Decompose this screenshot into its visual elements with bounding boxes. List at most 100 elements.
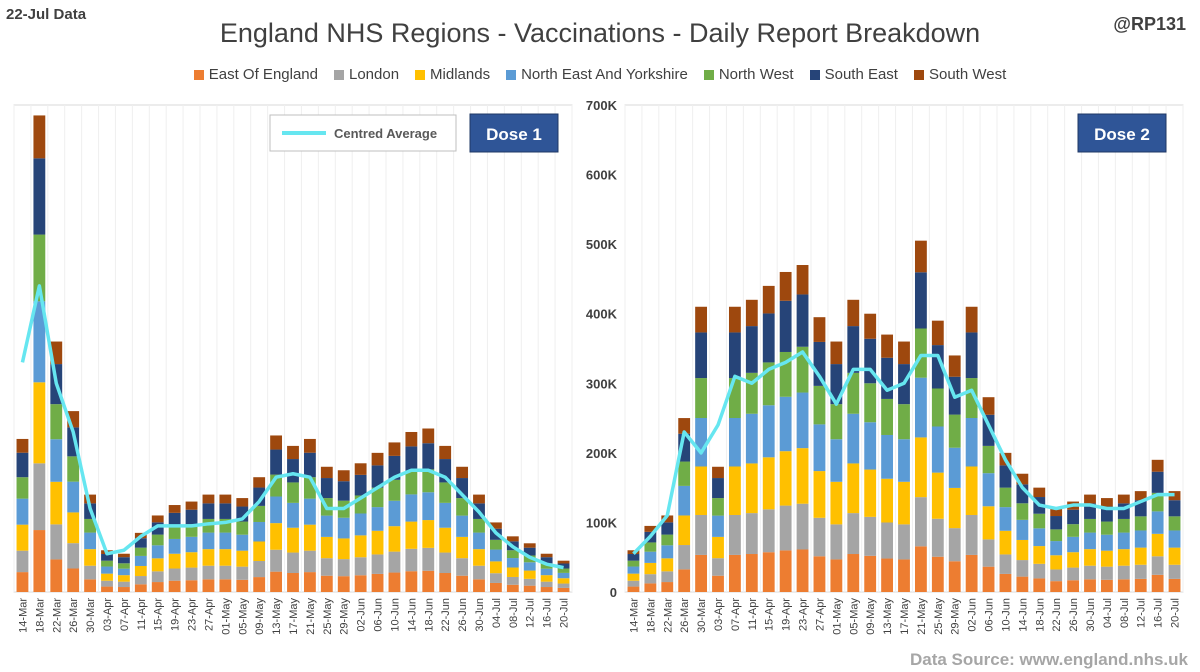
bar-segment-london — [1084, 565, 1096, 580]
bar-segment-north-east-and-yorkshire — [762, 405, 775, 458]
bar-segment-south-east — [168, 512, 181, 527]
bar-segment-east-of-england — [489, 582, 502, 592]
bar-segment-london — [219, 565, 232, 580]
bar-segment-north-east-and-yorkshire — [661, 545, 674, 559]
bar-segment-east-of-england — [678, 569, 691, 592]
bar-segment-north-east-and-yorkshire — [219, 532, 232, 550]
bar-segment-north-east-and-yorkshire — [337, 517, 350, 539]
bar-segment-north-east-and-yorkshire — [678, 485, 691, 516]
bar-segment-south-east — [134, 538, 147, 548]
bar-segment-north-east-and-yorkshire — [473, 532, 485, 550]
bar-segment-north-west — [1084, 518, 1096, 533]
bar-segment-south-west — [1016, 473, 1029, 485]
bar-segment-south-west — [830, 341, 843, 365]
x-tick-label: 01-May — [831, 598, 843, 635]
x-tick-label: 03-Apr — [713, 598, 725, 631]
x-tick-label: 21-May — [916, 598, 928, 635]
bar-segment-south-east — [1168, 500, 1181, 517]
bar-segment-london — [168, 568, 181, 581]
bar-segment-london — [779, 505, 792, 551]
bar-segment-north-east-and-yorkshire — [134, 555, 147, 566]
bar-segment-east-of-england — [253, 577, 266, 592]
bar-segment-east-of-england — [202, 579, 215, 592]
chart-title: England NHS Regions - Vaccinations - Dai… — [219, 18, 981, 48]
bar-segment-london — [695, 514, 708, 555]
bar-segment-midlands — [506, 567, 519, 577]
bar-segment-south-east — [16, 452, 29, 478]
bar-segment-london — [813, 517, 826, 557]
bar-segment-south-east — [762, 313, 775, 363]
bar-segment-north-west — [557, 568, 570, 573]
bar-segment-south-west — [67, 411, 80, 428]
bar-segment-south-west — [965, 306, 978, 333]
x-tick-label: 26-Mar — [679, 598, 691, 633]
bar-segment-london — [745, 513, 758, 555]
bar-segment-midlands — [678, 515, 691, 546]
bar-segment-midlands — [728, 466, 741, 515]
x-tick-label: 12-Jul — [525, 598, 537, 628]
bar-segment-north-west — [796, 346, 809, 393]
bar-segment-midlands — [644, 562, 657, 575]
bar-segment-london — [1117, 565, 1130, 580]
bar-segment-north-west — [456, 498, 469, 516]
dose-label: Dose 2 — [1094, 125, 1150, 144]
bar-segment-north-east-and-yorkshire — [796, 392, 809, 449]
bar-segment-london — [354, 557, 367, 576]
bar-segment-london — [830, 524, 843, 560]
bar-segment-midlands — [914, 437, 927, 498]
bar-segment-south-west — [456, 466, 469, 479]
bar-segment-midlands — [456, 536, 469, 559]
bar-segment-east-of-england — [864, 555, 877, 592]
bar-segment-london — [678, 545, 691, 570]
bar-segment-london — [898, 524, 910, 560]
bar-segment-midlands — [405, 521, 418, 549]
x-tick-label: 04-Jul — [491, 598, 503, 628]
bar-segment-north-east-and-yorkshire — [914, 377, 927, 438]
x-tick-label: 02-Jun — [967, 598, 979, 632]
bar-segment-east-of-england — [1134, 578, 1147, 592]
bar-segment-london — [965, 514, 978, 555]
bar-segment-north-west — [354, 495, 367, 514]
bar-segment-north-west — [168, 526, 181, 539]
bar-segment-north-west — [1134, 516, 1147, 531]
bar-segment-london — [1050, 569, 1063, 582]
bar-segment-north-east-and-yorkshire — [847, 413, 860, 464]
bar-segment-midlands — [931, 472, 944, 519]
bar-segment-london — [67, 543, 80, 569]
bar-segment-south-east — [67, 427, 80, 457]
bar-segment-south-east — [661, 522, 674, 535]
bar-segment-east-of-england — [523, 585, 536, 592]
y-tick-label: 200K — [586, 446, 618, 461]
bar-segment-south-west — [405, 431, 418, 447]
bar-segment-north-west — [813, 385, 826, 425]
bar-segment-north-east-and-yorkshire — [728, 418, 741, 467]
bar-segment-north-west — [236, 521, 249, 535]
bar-segment-london — [1100, 566, 1113, 580]
bar-segment-london — [728, 514, 741, 555]
bar-segment-north-east-and-yorkshire — [101, 566, 113, 574]
bar-segment-east-of-england — [728, 554, 741, 592]
bar-segment-east-of-england — [627, 586, 640, 592]
bar-segment-east-of-england — [712, 575, 724, 592]
dose-label: Dose 1 — [486, 125, 542, 144]
bar-segment-london — [489, 573, 502, 583]
bar-segment-north-west — [16, 477, 29, 499]
bar-segment-north-west — [50, 404, 63, 440]
legend-swatch — [703, 69, 714, 80]
bar-segment-north-west — [728, 378, 741, 419]
bar-segment-london — [864, 516, 877, 556]
x-tick-label: 15-Apr — [153, 598, 165, 631]
bar-segment-london — [320, 558, 333, 576]
bar-segment-south-west — [881, 334, 894, 358]
bar-segment-east-of-england — [796, 549, 809, 592]
bar-segment-north-west — [1067, 524, 1080, 537]
bar-segment-north-west — [1151, 492, 1164, 512]
bar-segment-midlands — [948, 487, 961, 529]
bar-segment-south-west — [1117, 494, 1130, 504]
bar-segment-south-west — [1151, 459, 1164, 472]
bar-segment-north-east-and-yorkshire — [1168, 530, 1181, 548]
x-tick-label: 14-Mar — [17, 598, 29, 633]
bar-segment-north-east-and-yorkshire — [1117, 532, 1130, 550]
x-tick-label: 06-Jun — [984, 598, 996, 632]
